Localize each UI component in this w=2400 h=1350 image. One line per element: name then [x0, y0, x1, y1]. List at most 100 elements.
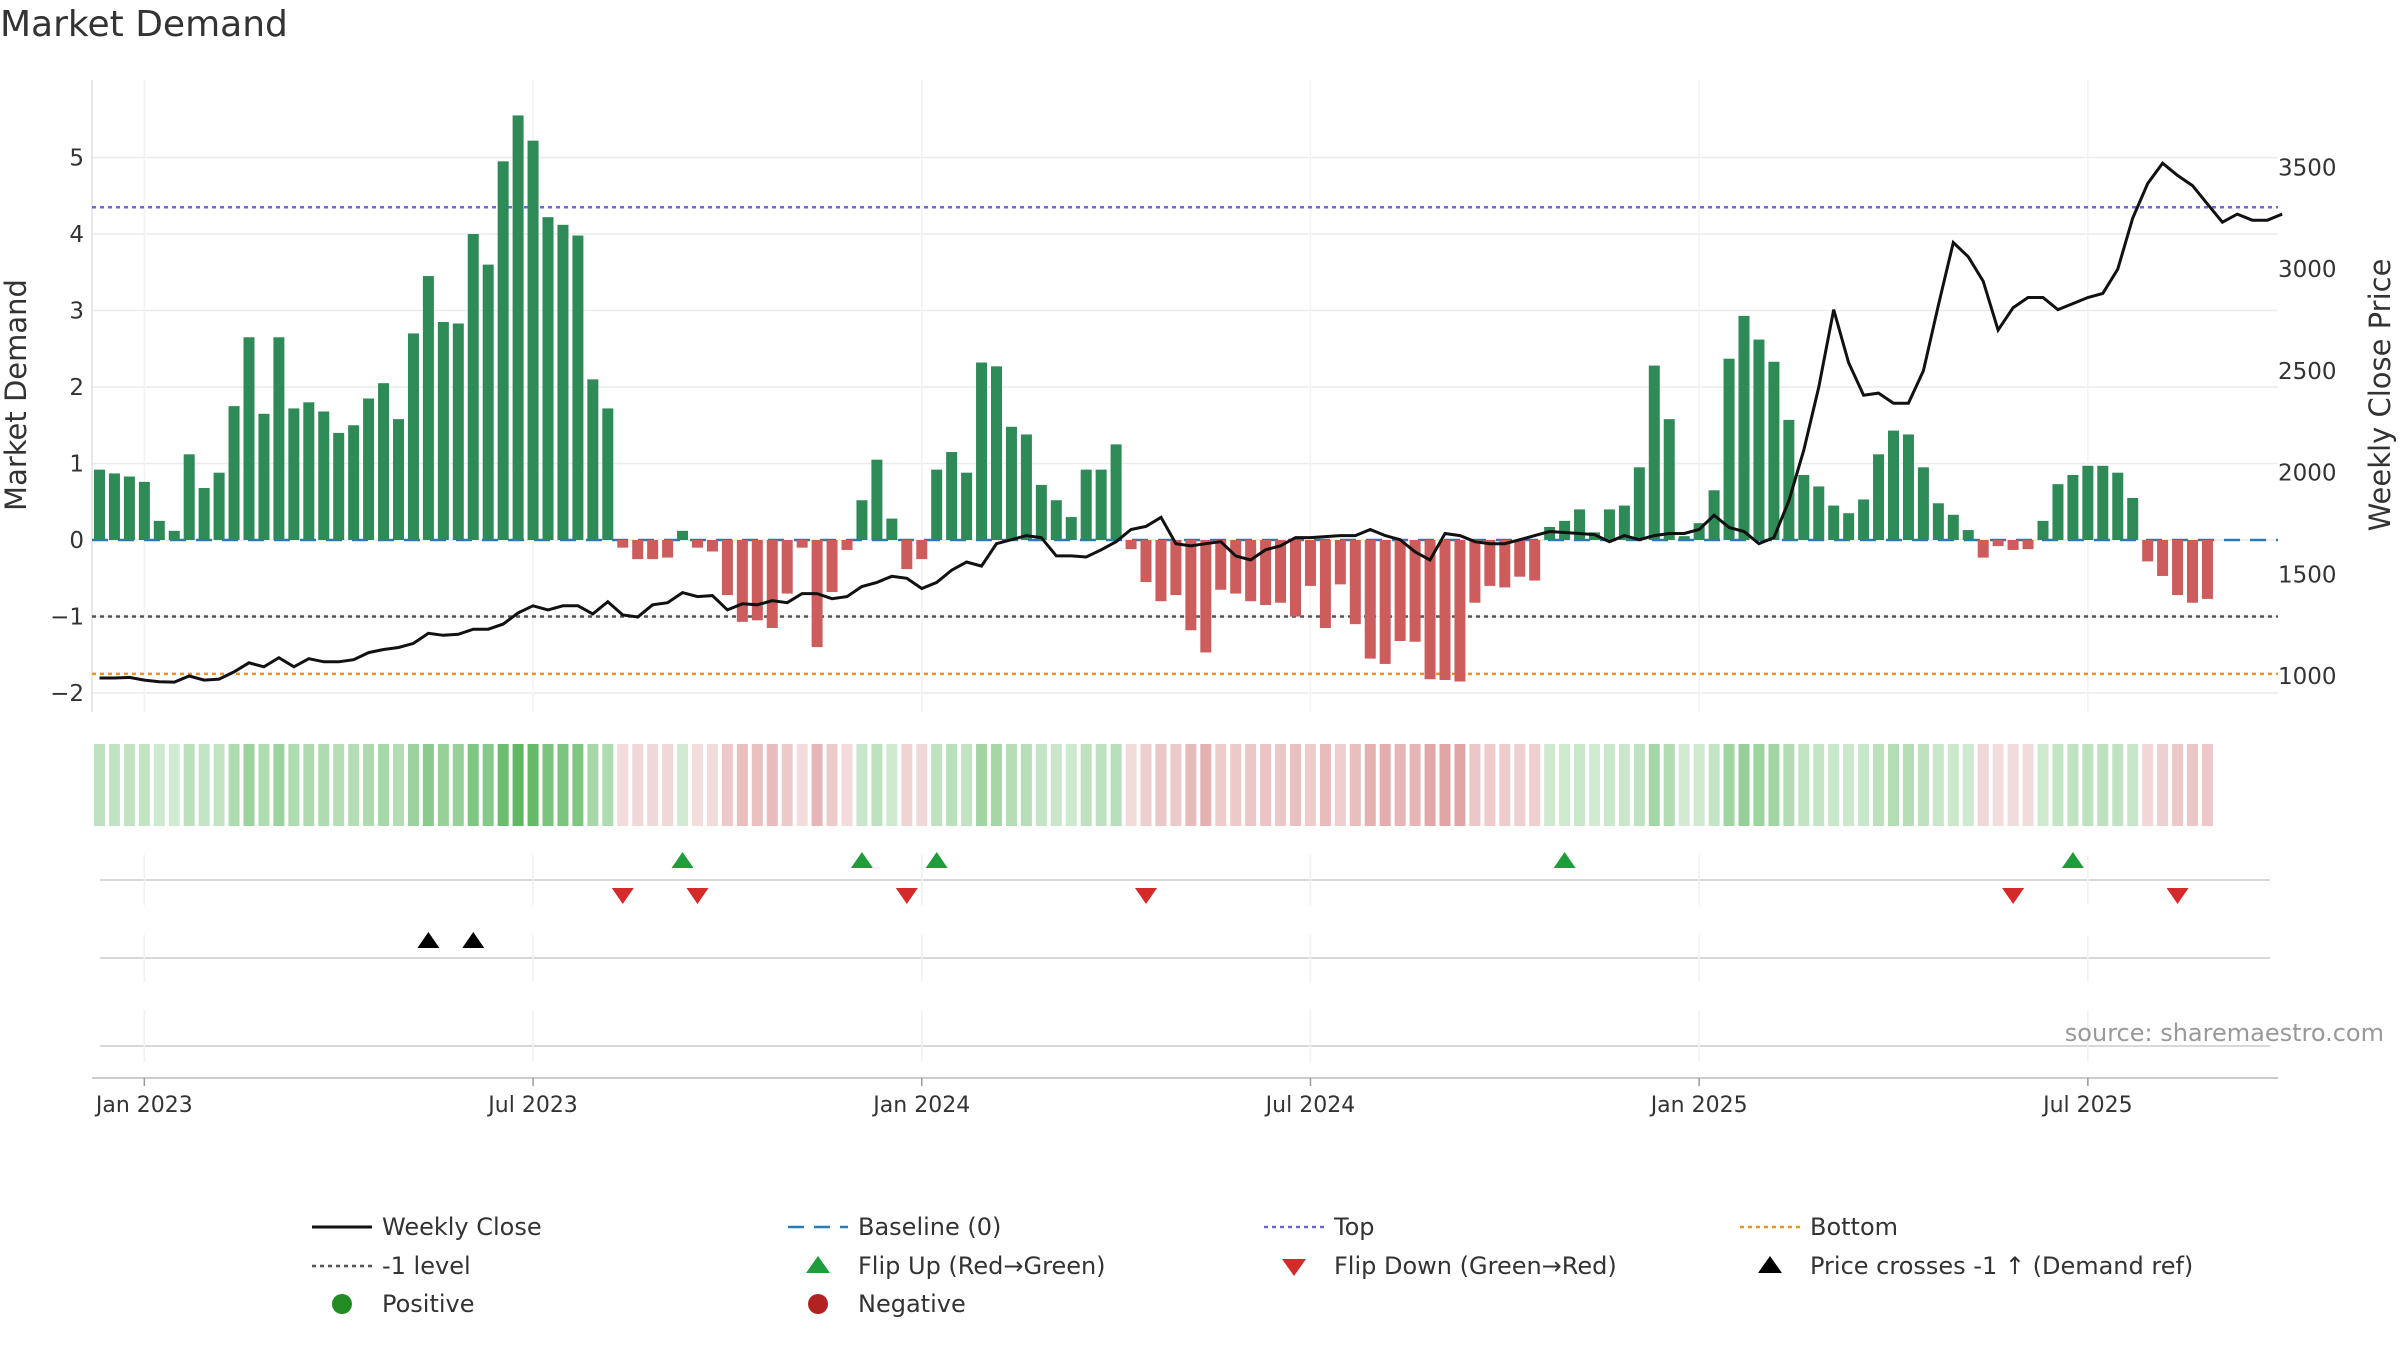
demand-bar: [946, 452, 958, 540]
right-axis-label: Weekly Close Price: [2363, 259, 2397, 532]
heat-cell: [1319, 744, 1331, 826]
demand-bar: [1753, 339, 1765, 540]
heat-cell: [198, 744, 210, 826]
heat-cell: [243, 744, 255, 826]
demand-bar: [1514, 540, 1526, 577]
source-note: source: sharemaestro.com: [2065, 1019, 2384, 1047]
demand-bar: [1962, 530, 1974, 540]
right-tick-label: 2500: [2278, 359, 2337, 385]
demand-bar: [976, 362, 988, 540]
demand-bar: [781, 540, 793, 594]
legend-item-close: Weekly Close: [312, 1213, 542, 1241]
heat-cell: [1185, 744, 1197, 826]
heat-cell: [273, 744, 285, 826]
heat-cell: [1245, 744, 1257, 826]
demand-bar: [333, 432, 345, 540]
demand-bar: [273, 337, 285, 540]
legend-item-price-cross: Price crosses -1 ↑ (Demand ref): [1758, 1252, 2193, 1280]
heat-cell: [303, 744, 315, 826]
demand-bar: [1678, 536, 1690, 540]
demand-bar: [1648, 365, 1660, 540]
event-panels: [100, 855, 2270, 1062]
legend-item-flip-down: Flip Down (Green→Red): [1282, 1252, 1617, 1280]
heat-cell: [1648, 744, 1660, 826]
heat-cell: [2067, 744, 2079, 826]
heat-cell: [766, 744, 778, 826]
heat-cell: [437, 744, 449, 826]
demand-bar: [557, 224, 569, 540]
demand-bar: [961, 472, 973, 540]
demand-bar: [1977, 540, 1989, 558]
flip-down-marker: [2166, 888, 2189, 904]
left-tick-label: 0: [69, 528, 84, 554]
heat-cell: [1902, 744, 1914, 826]
heat-cell: [2142, 744, 2154, 826]
heat-cell: [976, 744, 988, 826]
demand-bar: [1364, 540, 1376, 659]
heat-cell: [811, 744, 823, 826]
right-tick-label: 3500: [2278, 155, 2337, 181]
left-axis-label: Market Demand: [0, 279, 33, 511]
legend-item-top: Top: [1264, 1213, 1375, 1241]
demand-bar: [2112, 472, 2124, 540]
left-tick-label: 2: [69, 375, 84, 401]
heat-cell: [1379, 744, 1391, 826]
heat-cell: [931, 744, 943, 826]
heat-cell: [1035, 744, 1047, 826]
legend-label: Positive: [382, 1290, 475, 1318]
heat-cell: [228, 744, 240, 826]
demand-bar: [1080, 469, 1092, 540]
demand-bar: [108, 473, 120, 540]
demand-bar: [1693, 523, 1705, 540]
demand-bar: [1379, 540, 1391, 664]
heat-cell: [826, 744, 838, 826]
demand-bar: [1349, 540, 1361, 625]
demand-bar: [1783, 419, 1795, 540]
demand-bar: [288, 408, 300, 540]
heat-cell: [1394, 744, 1406, 826]
heat-cell: [1065, 744, 1077, 826]
heat-cell: [1275, 744, 1287, 826]
legend-label: Weekly Close: [382, 1213, 542, 1241]
heat-cell: [1708, 744, 1720, 826]
heat-cell: [378, 744, 390, 826]
legend: Weekly Close Baseline (0) Top Bottom -1 leve…: [312, 1213, 2193, 1318]
heat-cell: [1798, 744, 1810, 826]
legend-label: Top: [1333, 1213, 1375, 1241]
demand-bar: [706, 540, 718, 552]
demand-bar: [2187, 540, 2198, 603]
heat-cell: [1753, 744, 1765, 826]
demand-bar: [123, 476, 135, 540]
heat-cell: [781, 744, 793, 826]
heat-cell: [1439, 744, 1451, 826]
heat-cell: [991, 744, 1002, 826]
legend-negative-dot: [808, 1294, 828, 1314]
demand-bar: [452, 323, 464, 540]
demand-bar: [1484, 540, 1496, 586]
demand-bar: [1185, 540, 1197, 631]
heat-cell: [901, 744, 913, 826]
heat-cell: [94, 744, 105, 826]
heat-cell: [1349, 744, 1361, 826]
heat-cell: [1005, 744, 1017, 826]
legend-positive-dot: [332, 1294, 352, 1314]
heat-cell: [1454, 744, 1466, 826]
demand-bar: [318, 411, 330, 540]
demand-bar: [617, 540, 629, 548]
heat-cell: [602, 744, 614, 826]
left-axis: 5 4 3 2 1 0 −1 −2: [50, 146, 84, 708]
heat-cell: [1574, 744, 1586, 826]
heat-cell: [1170, 744, 1182, 826]
right-tick-label: 3000: [2278, 257, 2337, 283]
reference-levels: [92, 205, 2278, 676]
demand-bar: [1005, 426, 1017, 540]
demand-bar: [407, 333, 419, 540]
demand-bar: [751, 540, 763, 621]
demand-bar: [1020, 434, 1032, 540]
heat-cell: [348, 744, 360, 826]
demand-bar: [1843, 513, 1855, 540]
heat-cell: [662, 744, 674, 826]
demand-bar: [991, 366, 1002, 540]
heat-cell: [1304, 744, 1316, 826]
